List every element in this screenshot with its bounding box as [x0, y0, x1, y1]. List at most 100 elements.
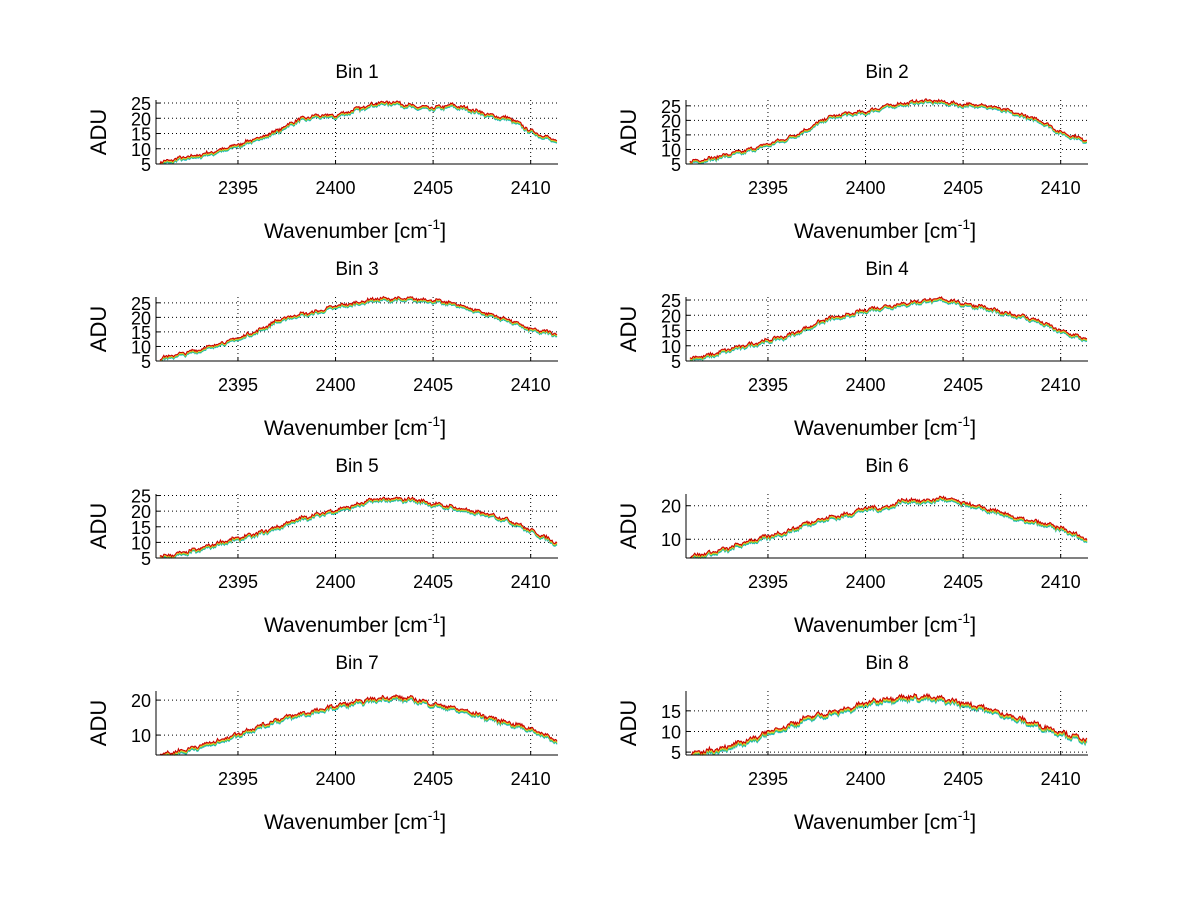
- y-tick-label: 5: [141, 352, 151, 372]
- series-line-1: [689, 696, 1088, 756]
- y-tick-label: 20: [661, 111, 681, 131]
- x-axis-label-superscript: -1: [958, 413, 971, 429]
- x-axis-label: Wavenumber [cm-1]: [794, 413, 976, 440]
- x-axis-label-text: Wavenumber [cm: [264, 220, 428, 243]
- series-line-4: [159, 296, 558, 361]
- series-line-2: [689, 99, 1087, 165]
- series-line-3: [689, 297, 1088, 361]
- x-tick-label: 2410: [1041, 178, 1081, 198]
- y-tick-label: 25: [661, 291, 681, 311]
- y-tick-label: 5: [141, 549, 151, 569]
- x-axis-label-superscript: -1: [958, 610, 971, 626]
- x-axis-label: Wavenumber [cm-1]: [794, 807, 976, 834]
- x-tick-label: 2405: [943, 769, 983, 789]
- y-tick-label: 25: [131, 487, 151, 507]
- x-axis-label-end: ]: [440, 614, 446, 637]
- y-tick-label: 5: [671, 743, 681, 763]
- x-axis-label: Wavenumber [cm-1]: [264, 413, 446, 440]
- series-line-3: [159, 101, 558, 165]
- y-axis-label: ADU: [86, 109, 111, 155]
- subplot-title: Bin 8: [865, 653, 908, 674]
- x-tick-label: 2410: [1041, 572, 1081, 592]
- series-line-1: [689, 298, 1088, 362]
- series-line-1: [159, 298, 558, 362]
- y-axis-label: ADU: [86, 503, 111, 549]
- x-tick-label: 2395: [748, 375, 788, 395]
- x-tick-label: 2395: [748, 769, 788, 789]
- x-axis-label: Wavenumber [cm-1]: [794, 216, 976, 243]
- x-axis-label-text: Wavenumber [cm: [264, 811, 428, 834]
- x-tick-label: 2410: [1041, 769, 1081, 789]
- y-axis-label: ADU: [616, 306, 641, 352]
- x-axis-label-text: Wavenumber [cm: [794, 417, 958, 440]
- series-line-1: [159, 697, 558, 756]
- x-tick-label: 2410: [511, 769, 551, 789]
- series-line-5: [159, 295, 558, 361]
- y-axis-label: ADU: [616, 503, 641, 549]
- x-tick-label: 2405: [413, 178, 453, 198]
- x-axis-label-text: Wavenumber [cm: [794, 220, 958, 243]
- series-line-5: [689, 692, 1088, 756]
- series-line-3: [159, 497, 558, 559]
- x-axis-label: Wavenumber [cm-1]: [264, 610, 446, 637]
- x-axis-label-superscript: -1: [428, 610, 441, 626]
- x-tick-label: 2405: [413, 769, 453, 789]
- series-line-5: [159, 694, 558, 756]
- y-tick-label: 15: [661, 126, 681, 146]
- y-tick-label: 5: [141, 155, 151, 175]
- series-line-5: [689, 495, 1088, 559]
- series-line-1: [159, 498, 558, 559]
- x-tick-label: 2400: [846, 375, 886, 395]
- y-tick-label: 20: [131, 109, 151, 129]
- x-tick-label: 2405: [943, 375, 983, 395]
- x-axis-label-superscript: -1: [428, 413, 441, 429]
- series-line-5: [689, 98, 1087, 163]
- series-line-2: [689, 298, 1088, 362]
- y-tick-label: 10: [131, 726, 151, 746]
- series-line-4: [689, 495, 1088, 559]
- x-axis-label-end: ]: [970, 417, 976, 440]
- x-tick-label: 2405: [413, 572, 453, 592]
- x-axis-label-end: ]: [970, 811, 976, 834]
- x-axis-label-text: Wavenumber [cm: [264, 417, 428, 440]
- y-tick-label: 15: [131, 125, 151, 145]
- x-tick-label: 2395: [748, 178, 788, 198]
- subplot-title: Bin 4: [865, 259, 909, 280]
- x-axis-label-end: ]: [440, 811, 446, 834]
- subplot-bin-6: 2395 2400 2405 2410 10 20 Bin 6 ADU Wavenumber […: [616, 456, 1088, 637]
- x-tick-label: 2400: [316, 178, 356, 198]
- series-line-2: [159, 498, 558, 559]
- subplot-title: Bin 7: [335, 653, 378, 674]
- series-line-2: [159, 696, 558, 756]
- x-axis-label-text: Wavenumber [cm: [794, 614, 958, 637]
- x-axis-label-end: ]: [970, 614, 976, 637]
- y-tick-label: 15: [661, 322, 681, 342]
- y-tick-label: 5: [671, 155, 681, 175]
- subplot-title: Bin 1: [335, 62, 378, 83]
- series-line-2: [689, 695, 1088, 756]
- y-tick-label: 25: [131, 94, 151, 114]
- series-line-2: [689, 497, 1088, 560]
- x-tick-label: 2400: [316, 769, 356, 789]
- subplot-title: Bin 6: [865, 456, 908, 477]
- x-tick-label: 2400: [846, 572, 886, 592]
- y-axis-label: ADU: [86, 306, 111, 352]
- series-line-2: [159, 102, 558, 165]
- subplot-title: Bin 5: [335, 456, 378, 477]
- subplot-bin-7: 2395 2400 2405 2410 10 20 Bin 7 ADU Wavenumber […: [86, 653, 558, 834]
- x-tick-label: 2400: [846, 178, 886, 198]
- series-line-5: [159, 100, 558, 165]
- y-axis-label: ADU: [86, 700, 111, 746]
- x-tick-label: 2395: [748, 572, 788, 592]
- x-axis-label-superscript: -1: [428, 807, 441, 823]
- y-tick-label: 10: [661, 140, 681, 160]
- y-tick-label: 20: [661, 497, 681, 517]
- y-tick-label: 10: [661, 722, 681, 742]
- x-axis-label: Wavenumber [cm-1]: [794, 610, 976, 637]
- x-axis-label-end: ]: [440, 417, 446, 440]
